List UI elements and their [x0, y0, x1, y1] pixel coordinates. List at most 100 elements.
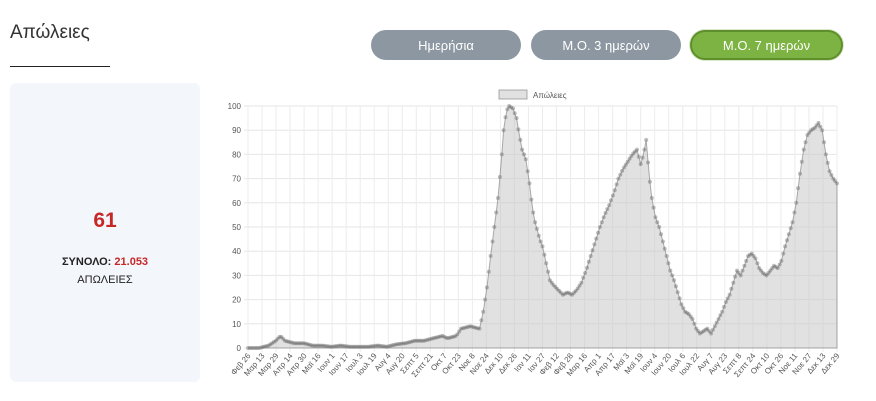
data-point [777, 262, 782, 267]
data-point [414, 338, 419, 343]
data-point [255, 346, 260, 350]
data-point [733, 274, 738, 279]
data-point [440, 333, 445, 338]
data-point [418, 338, 423, 343]
data-point [388, 343, 393, 348]
data-point [655, 220, 660, 225]
data-point [555, 287, 560, 291]
data-point [316, 343, 321, 348]
stat-total: ΣΥΝΟΛΟ: 21.053 [10, 256, 200, 268]
data-point [675, 290, 680, 295]
data-point [536, 233, 541, 238]
data-point [514, 116, 519, 121]
data-point [327, 344, 332, 349]
data-point [509, 105, 513, 110]
data-point [353, 344, 358, 349]
data-point [614, 182, 619, 187]
data-point [492, 225, 497, 229]
data-point [277, 334, 282, 339]
data-point [464, 325, 469, 330]
data-point [588, 254, 593, 258]
data-point [759, 268, 764, 273]
data-point [716, 317, 721, 321]
data-point [533, 220, 538, 225]
data-point [262, 344, 267, 349]
data-point [746, 254, 751, 258]
data-point [647, 179, 652, 184]
data-point [531, 210, 536, 215]
data-point [403, 341, 408, 346]
data-point [696, 329, 701, 334]
data-point [368, 344, 373, 349]
data-point [581, 275, 586, 280]
data-point [735, 268, 739, 273]
data-point [283, 338, 287, 343]
data-point [653, 215, 658, 220]
data-point [523, 157, 528, 162]
three-day-average-button[interactable]: Μ.Ο. 3 ημερών [531, 30, 681, 60]
data-point [566, 290, 571, 295]
daily-button[interactable]: Ημερήσια [371, 30, 521, 60]
data-point [249, 346, 254, 350]
data-point [736, 271, 741, 275]
data-point [425, 337, 430, 342]
data-point [542, 252, 547, 257]
data-point [710, 327, 715, 332]
data-point [281, 336, 286, 341]
data-point [801, 147, 806, 152]
data-point [779, 258, 784, 263]
data-point [609, 198, 613, 203]
data-point [246, 346, 250, 350]
data-point [520, 147, 525, 152]
data-point [381, 344, 386, 349]
data-point [540, 244, 545, 249]
data-point [549, 280, 554, 285]
data-point [260, 345, 265, 349]
data-point [340, 343, 345, 348]
data-point [673, 284, 678, 289]
data-point [284, 339, 289, 344]
data-point [722, 304, 726, 309]
data-point [392, 342, 397, 347]
data-point [253, 346, 258, 350]
data-point [660, 239, 665, 244]
seven-day-average-button[interactable]: Μ.Ο. 7 ημερών [690, 30, 843, 60]
data-point [770, 266, 775, 271]
data-point [512, 111, 517, 116]
data-point [664, 254, 669, 258]
data-point [712, 324, 717, 329]
data-point [247, 346, 252, 350]
data-point [286, 339, 291, 344]
data-point [397, 341, 402, 346]
data-point [503, 115, 508, 120]
stat-value: 61 [93, 209, 117, 232]
data-point [809, 128, 814, 133]
data-point [481, 309, 486, 314]
chart-legend: Απώλειες [498, 89, 567, 100]
data-point [707, 329, 712, 334]
data-point [601, 215, 606, 220]
data-point [694, 326, 699, 331]
data-point [338, 343, 343, 348]
data-point [701, 329, 706, 334]
data-point [642, 147, 647, 152]
data-point [547, 278, 552, 283]
y-tick-label: 60 [232, 199, 241, 208]
data-point [709, 331, 714, 336]
data-point [275, 336, 280, 341]
data-point [649, 196, 654, 200]
data-point [594, 236, 599, 241]
data-point [546, 269, 551, 274]
data-point [670, 273, 675, 278]
data-point [383, 344, 388, 349]
data-point [814, 123, 819, 128]
data-point [705, 326, 710, 331]
stats-card: 61 ΣΥΝΟΛΟ: 21.053 ΑΠΩΛΕΙΕΣ [10, 83, 200, 382]
data-point [629, 153, 634, 158]
data-point [644, 137, 649, 142]
data-point [835, 181, 839, 186]
data-point [803, 140, 808, 145]
data-point [331, 344, 336, 349]
data-point [407, 340, 412, 345]
data-point [449, 335, 454, 340]
